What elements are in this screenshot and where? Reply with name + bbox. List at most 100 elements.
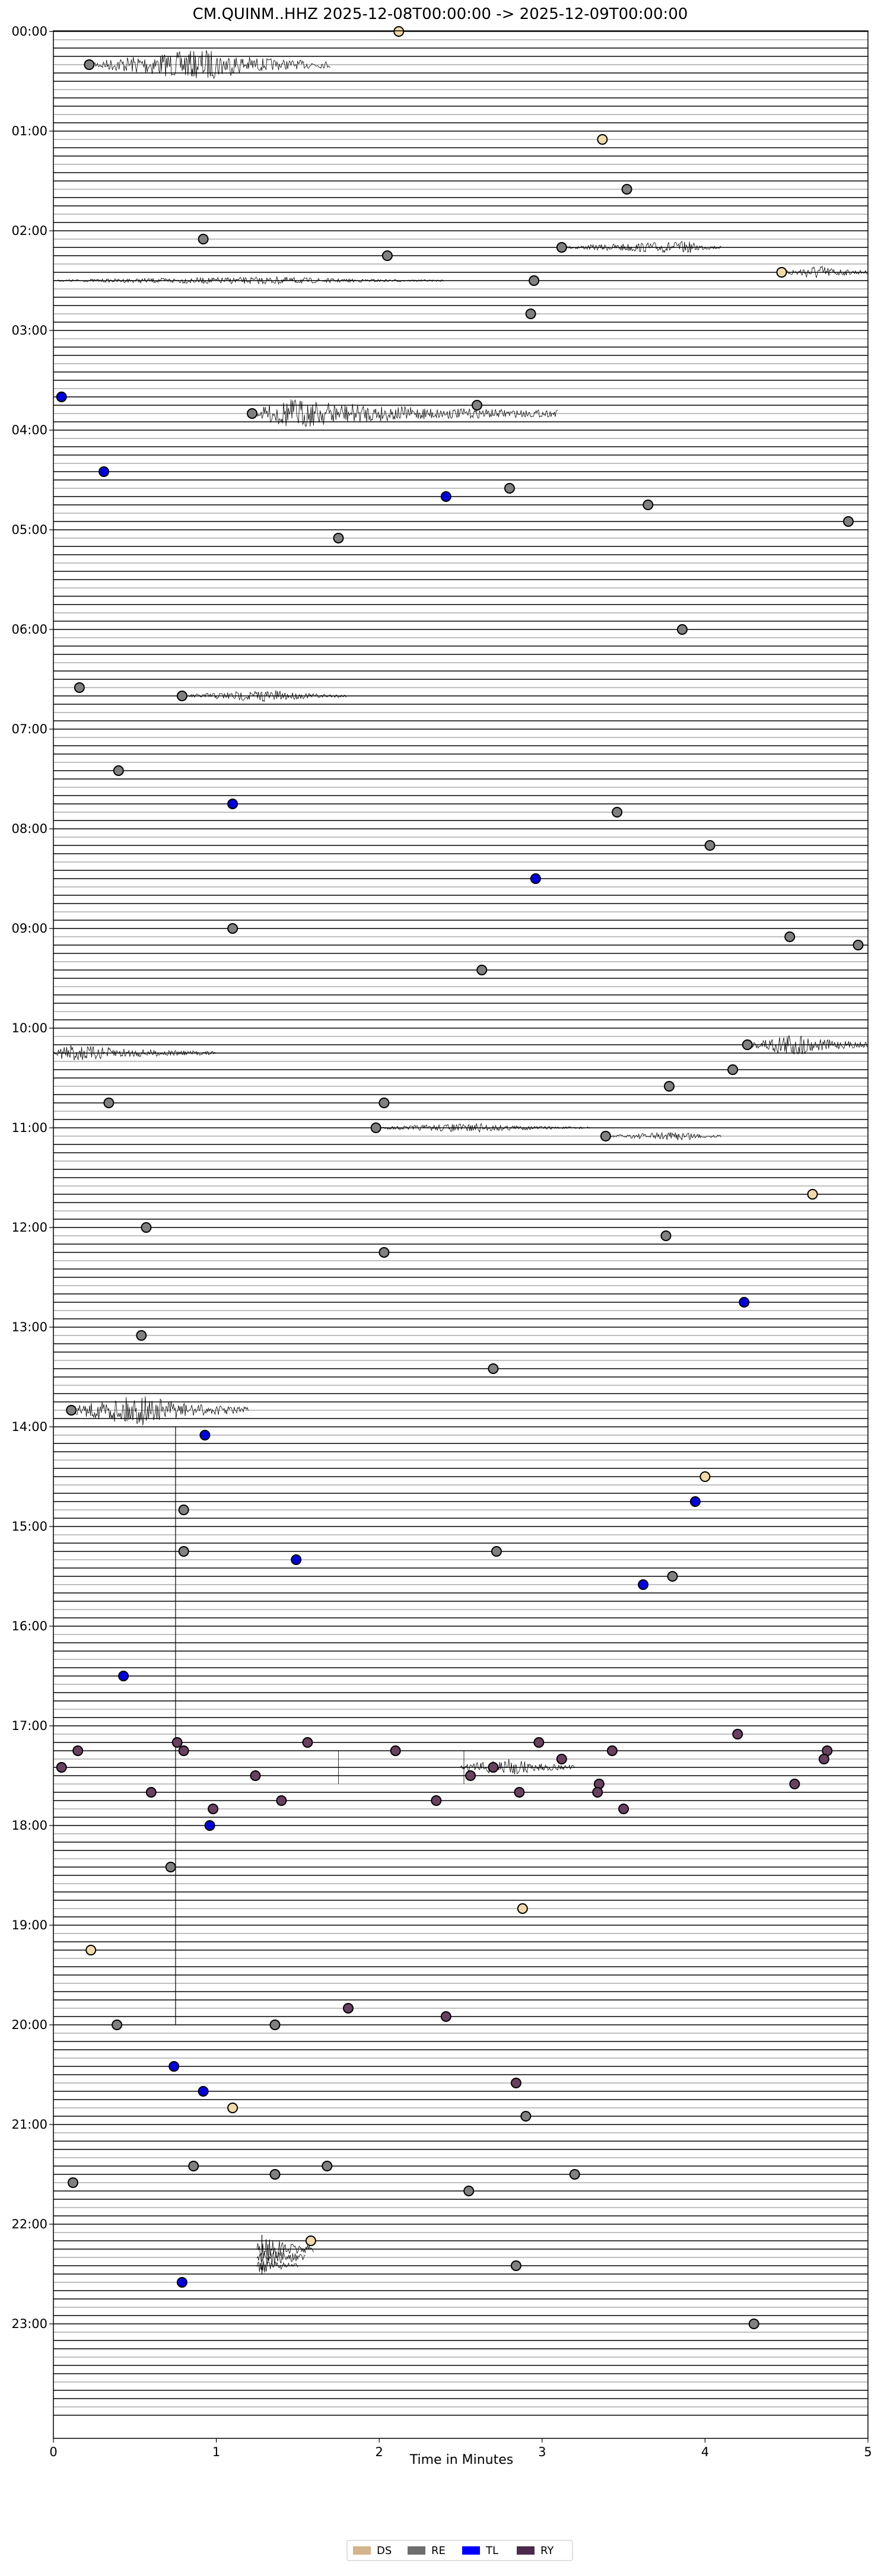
- waveform-event: [69, 1396, 249, 1426]
- x-tick-label: 3: [538, 2445, 546, 2459]
- marker-ry: [510, 2078, 521, 2088]
- marker-ry: [431, 1795, 442, 1806]
- marker-re: [488, 1363, 499, 1374]
- marker-ry: [465, 1770, 476, 1781]
- x-tick-label: 0: [49, 2445, 57, 2459]
- y-tick-label: 06:00: [11, 622, 47, 637]
- marker-re: [269, 2169, 281, 2180]
- marker-ds: [776, 267, 787, 278]
- y-tick-label: 09:00: [11, 921, 47, 936]
- marker-ry: [732, 1729, 743, 1739]
- marker-re: [600, 1131, 611, 1141]
- marker-re: [843, 516, 854, 527]
- marker-re: [178, 1546, 189, 1557]
- marker-tl: [199, 1430, 211, 1440]
- marker-ry: [533, 1737, 545, 1748]
- y-tick-label: 14:00: [11, 1420, 47, 1434]
- x-tick-label: 1: [212, 2445, 220, 2459]
- marker-ds: [597, 134, 608, 145]
- y-tick-label: 08:00: [11, 822, 47, 836]
- marker-re: [333, 533, 344, 543]
- marker-re: [677, 624, 688, 635]
- marker-re: [621, 184, 632, 195]
- marker-re: [569, 2169, 580, 2180]
- marker-re: [165, 1862, 176, 1872]
- marker-re: [504, 483, 515, 494]
- marker-re: [667, 1571, 678, 1582]
- marker-re: [198, 234, 209, 244]
- marker-re: [176, 691, 187, 701]
- waveform-event: [566, 241, 721, 253]
- y-axis: 00:00 01:00 02:00 03:00 04:00 05:00 06:00 07:00…: [11, 24, 53, 2331]
- marker-tl: [204, 1820, 215, 1831]
- marker-tl: [638, 1579, 649, 1590]
- marker-re: [68, 2177, 78, 2188]
- x-tick-label: 4: [701, 2445, 709, 2459]
- marker-ry: [302, 1737, 313, 1748]
- y-tick-label: 16:00: [11, 1619, 47, 1633]
- marker-ds: [807, 1189, 818, 1200]
- marker-ry: [56, 1762, 67, 1773]
- marker-re: [472, 400, 482, 411]
- marker-re: [379, 1247, 390, 1258]
- marker-re: [742, 1039, 753, 1050]
- marker-tl: [739, 1297, 750, 1308]
- y-tick-label: 02:00: [11, 224, 47, 238]
- marker-ry: [343, 2003, 354, 2014]
- marker-re: [141, 1222, 152, 1233]
- trace-lines: [53, 31, 868, 2416]
- marker-ds: [699, 1471, 711, 1482]
- vertical-artifacts: [175, 1427, 465, 2274]
- waveform-event: [460, 1759, 575, 1774]
- y-tick-label: 17:00: [11, 1719, 47, 1733]
- y-tick-label: 11:00: [11, 1121, 47, 1135]
- marker-ry: [592, 1787, 603, 1798]
- waveform-event: [750, 1035, 868, 1055]
- marker-re: [188, 2161, 199, 2171]
- marker-re: [66, 1405, 77, 1416]
- marker-ry: [276, 1795, 287, 1806]
- marker-re: [227, 923, 238, 934]
- marker-ry: [606, 1745, 618, 1756]
- waveform-events: [53, 50, 869, 2273]
- y-tick-label: 21:00: [11, 2117, 47, 2132]
- waveform-event: [256, 2239, 314, 2260]
- marker-ry: [390, 1745, 401, 1756]
- marker-re: [853, 940, 864, 950]
- marker-re: [74, 682, 85, 693]
- marker-re: [510, 2260, 521, 2271]
- marker-re: [103, 1098, 115, 1108]
- marker-ds: [517, 1903, 528, 1914]
- marker-tl: [530, 873, 541, 884]
- marker-re: [463, 2186, 475, 2196]
- plot-frame: [53, 30, 869, 2439]
- waveform-event: [379, 1123, 591, 1133]
- legend-label-re: RE: [431, 2545, 446, 2557]
- marker-tl: [168, 2061, 180, 2072]
- legend-swatch-ry: [517, 2546, 535, 2555]
- marker-ry: [789, 1779, 800, 1789]
- waveform-event: [256, 2251, 306, 2266]
- marker-ry: [178, 1745, 189, 1756]
- x-axis: 0 1 2 3 4 5: [49, 2438, 872, 2459]
- legend-swatch-ds: [353, 2546, 371, 2555]
- marker-tl: [689, 1496, 701, 1507]
- marker-re: [269, 2020, 281, 2030]
- marker-re: [529, 275, 540, 286]
- waveform-event: [186, 690, 347, 702]
- marker-tl: [176, 2277, 187, 2288]
- marker-re: [520, 2111, 532, 2122]
- marker-ry: [488, 1762, 499, 1773]
- marker-tl: [98, 466, 110, 477]
- y-tick-label: 04:00: [11, 423, 47, 437]
- y-tick-label: 10:00: [11, 1021, 47, 1035]
- marker-ry: [72, 1745, 84, 1756]
- marker-re: [643, 500, 654, 510]
- legend-label-ry: RY: [540, 2545, 554, 2557]
- marker-re: [612, 807, 623, 818]
- marker-tl: [227, 799, 238, 809]
- y-tick-label: 23:00: [11, 2317, 47, 2331]
- marker-ry: [618, 1804, 629, 1814]
- marker-ry: [440, 2011, 451, 2022]
- marker-re: [748, 2319, 759, 2329]
